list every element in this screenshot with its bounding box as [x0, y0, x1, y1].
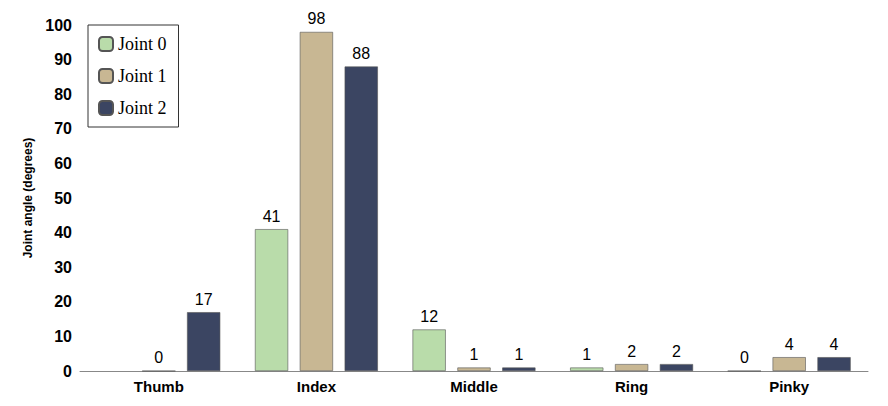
svg-text:0: 0 [740, 349, 749, 366]
svg-text:Pinky: Pinky [769, 378, 810, 395]
svg-text:Joint 2: Joint 2 [118, 98, 167, 118]
svg-text:1: 1 [470, 346, 479, 363]
svg-text:50: 50 [54, 190, 72, 207]
svg-text:1: 1 [514, 346, 523, 363]
svg-text:98: 98 [308, 10, 326, 27]
svg-text:Thumb: Thumb [134, 378, 184, 395]
svg-text:100: 100 [45, 17, 72, 34]
svg-text:Joint 0: Joint 0 [118, 34, 167, 54]
svg-text:Middle: Middle [450, 378, 498, 395]
svg-text:0: 0 [154, 349, 163, 366]
svg-text:2: 2 [672, 343, 681, 360]
svg-text:17: 17 [195, 291, 213, 308]
svg-text:12: 12 [420, 308, 438, 325]
svg-text:90: 90 [54, 51, 72, 68]
svg-text:1: 1 [582, 346, 591, 363]
svg-text:80: 80 [54, 86, 72, 103]
svg-text:70: 70 [54, 120, 72, 137]
svg-text:20: 20 [54, 293, 72, 310]
svg-text:2: 2 [627, 343, 636, 360]
svg-text:40: 40 [54, 224, 72, 241]
svg-text:4: 4 [785, 336, 794, 353]
svg-text:0: 0 [63, 363, 72, 380]
svg-text:30: 30 [54, 259, 72, 276]
svg-text:Ring: Ring [615, 378, 648, 395]
svg-text:Index: Index [297, 378, 337, 395]
svg-text:60: 60 [54, 155, 72, 172]
svg-text:10: 10 [54, 328, 72, 345]
svg-text:4: 4 [830, 336, 839, 353]
svg-text:Joint 1: Joint 1 [118, 66, 167, 86]
svg-text:41: 41 [263, 208, 281, 225]
svg-text:Joint angle (degrees): Joint angle (degrees) [21, 138, 35, 259]
svg-text:88: 88 [352, 45, 370, 62]
